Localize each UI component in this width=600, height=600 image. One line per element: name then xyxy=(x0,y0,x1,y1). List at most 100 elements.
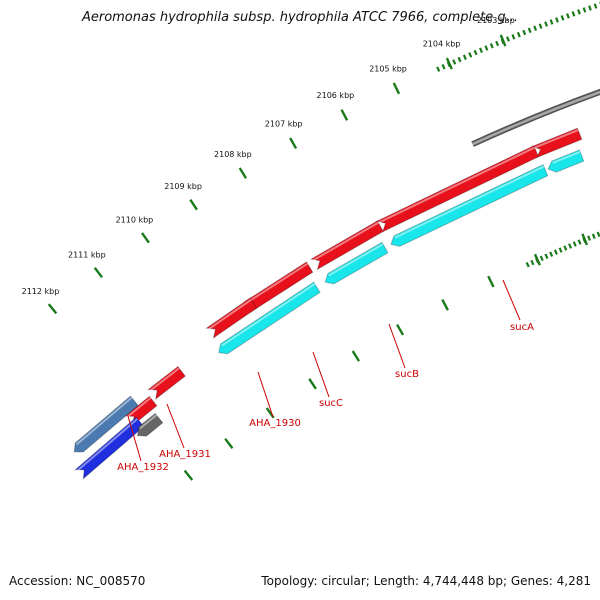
outer-minor-tick xyxy=(544,21,548,27)
gene-sucA-cyan-feature xyxy=(390,163,549,247)
gene-label: sucC xyxy=(319,398,343,409)
tick-label: 2107 kbp xyxy=(265,120,303,129)
gene-label-leader xyxy=(388,323,406,369)
map-title: Aeromonas hydrophila subsp. hydrophila A… xyxy=(81,10,519,25)
outer-minor-tick xyxy=(582,7,587,13)
outer-minor-tick xyxy=(441,64,446,70)
gene-label: sucA xyxy=(510,322,534,333)
outer-minor-tick xyxy=(588,5,592,11)
gene-cyan-1-feature xyxy=(547,149,585,173)
inner-major-tick xyxy=(487,275,495,288)
outer-minor-tick xyxy=(484,45,489,51)
tick-label: 2108 kbp xyxy=(214,150,252,159)
outer-minor-tick xyxy=(511,34,516,40)
gene-sucB-cyan-feature xyxy=(324,241,389,285)
outer-minor-tick xyxy=(468,52,473,58)
major-tick xyxy=(47,303,58,315)
outer-minor-tick xyxy=(516,31,521,38)
inner-minor-tick xyxy=(549,251,554,257)
inner-minor-tick xyxy=(525,261,530,268)
major-tick xyxy=(238,167,248,179)
inner-major-tick xyxy=(308,378,317,390)
tick-layer xyxy=(47,1,600,481)
major-tick xyxy=(93,267,103,279)
major-tick xyxy=(189,199,198,211)
gene-sucA-red-feature xyxy=(375,145,540,233)
tick-label: 2112 kbp xyxy=(22,287,60,296)
outer-minor-tick xyxy=(489,42,494,49)
gene-label-leader xyxy=(312,351,330,398)
inner-minor-tick xyxy=(596,231,600,238)
outer-minor-tick xyxy=(571,11,576,17)
major-tick xyxy=(289,137,298,150)
major-tick xyxy=(340,109,349,121)
tick-label: 2103 kbp xyxy=(477,16,515,25)
outer-minor-tick xyxy=(473,49,478,56)
outer-minor-tick xyxy=(527,27,532,34)
outer-minor-tick xyxy=(522,29,527,36)
outer-minor-tick xyxy=(577,9,581,15)
inner-major-tick xyxy=(396,323,405,336)
gene-label-leader xyxy=(127,415,142,462)
inner-minor-tick xyxy=(544,253,549,259)
inner-minor-tick xyxy=(577,239,582,245)
major-tick xyxy=(392,82,401,95)
inner-minor-tick xyxy=(572,241,577,247)
inner-major-tick xyxy=(224,437,234,449)
gene-blue-feature xyxy=(73,416,145,480)
inner-minor-tick xyxy=(558,247,563,253)
inner-major-tick xyxy=(441,299,449,311)
outer-minor-tick xyxy=(495,40,500,47)
inner-minor-tick xyxy=(563,245,568,251)
outer-minor-tick xyxy=(506,36,510,42)
gene-label-leader xyxy=(166,403,185,449)
outer-minor-tick xyxy=(533,25,538,31)
inner-minor-tick xyxy=(553,249,558,255)
tick-label: 2106 kbp xyxy=(317,91,355,100)
gene-steel-feature xyxy=(73,395,139,453)
genome-stats-text: Topology: circular; Length: 4,744,448 bp… xyxy=(261,574,591,588)
inner-minor-tick xyxy=(587,235,591,241)
outer-minor-tick xyxy=(479,47,483,54)
gene-label: sucB xyxy=(395,369,419,380)
outer-minor-tick xyxy=(452,59,457,65)
major-tick xyxy=(140,232,150,244)
gene-sucC-cyan-feature xyxy=(218,281,321,355)
inner-minor-tick xyxy=(568,243,573,249)
outer-minor-tick xyxy=(593,3,598,9)
outer-minor-tick xyxy=(566,13,570,19)
outer-minor-tick xyxy=(457,56,462,63)
outer-minor-tick xyxy=(555,17,559,23)
outer-minor-tick xyxy=(549,19,554,25)
tick-label: 2104 kbp xyxy=(423,39,461,48)
major-tick xyxy=(445,57,453,70)
gene-label-layer: sucA sucB sucC AHA_1930 AHA_1931 AHA_1932 xyxy=(117,279,534,473)
gene-label: AHA_1931 xyxy=(159,449,211,460)
outer-minor-tick xyxy=(560,15,565,21)
gene-label-leader xyxy=(257,371,274,418)
accession-text: Accession: NC_008570 xyxy=(9,574,146,588)
tick-label: 2110 kbp xyxy=(116,215,154,224)
gene-aha1932-gray-feature xyxy=(137,412,164,437)
major-tick xyxy=(499,34,507,47)
outer-minor-tick xyxy=(538,23,543,29)
inner-major-tick xyxy=(581,233,589,246)
tick-label: 2111 kbp xyxy=(68,250,106,259)
outer-minor-tick xyxy=(436,66,441,72)
gene-aha1931-red-feature xyxy=(146,365,186,401)
gene-sucB-red-feature xyxy=(309,220,384,271)
gene-label: AHA_1930 xyxy=(249,418,301,429)
tick-label-layer: 2103 kbp 2104 kbp 2105 kbp 2106 kbp 2107 kbp… xyxy=(22,16,515,296)
gene-label: AHA_1932 xyxy=(117,462,169,473)
outer-minor-tick xyxy=(462,54,467,60)
inner-minor-tick xyxy=(530,259,535,266)
inner-major-tick xyxy=(351,350,361,362)
gene-red-1-feature xyxy=(530,127,583,159)
gene-layer xyxy=(73,127,585,480)
gene-label-leader xyxy=(502,279,521,321)
inner-minor-tick xyxy=(591,233,596,239)
inner-major-tick xyxy=(533,253,541,266)
tick-label: 2109 kbp xyxy=(164,182,202,191)
